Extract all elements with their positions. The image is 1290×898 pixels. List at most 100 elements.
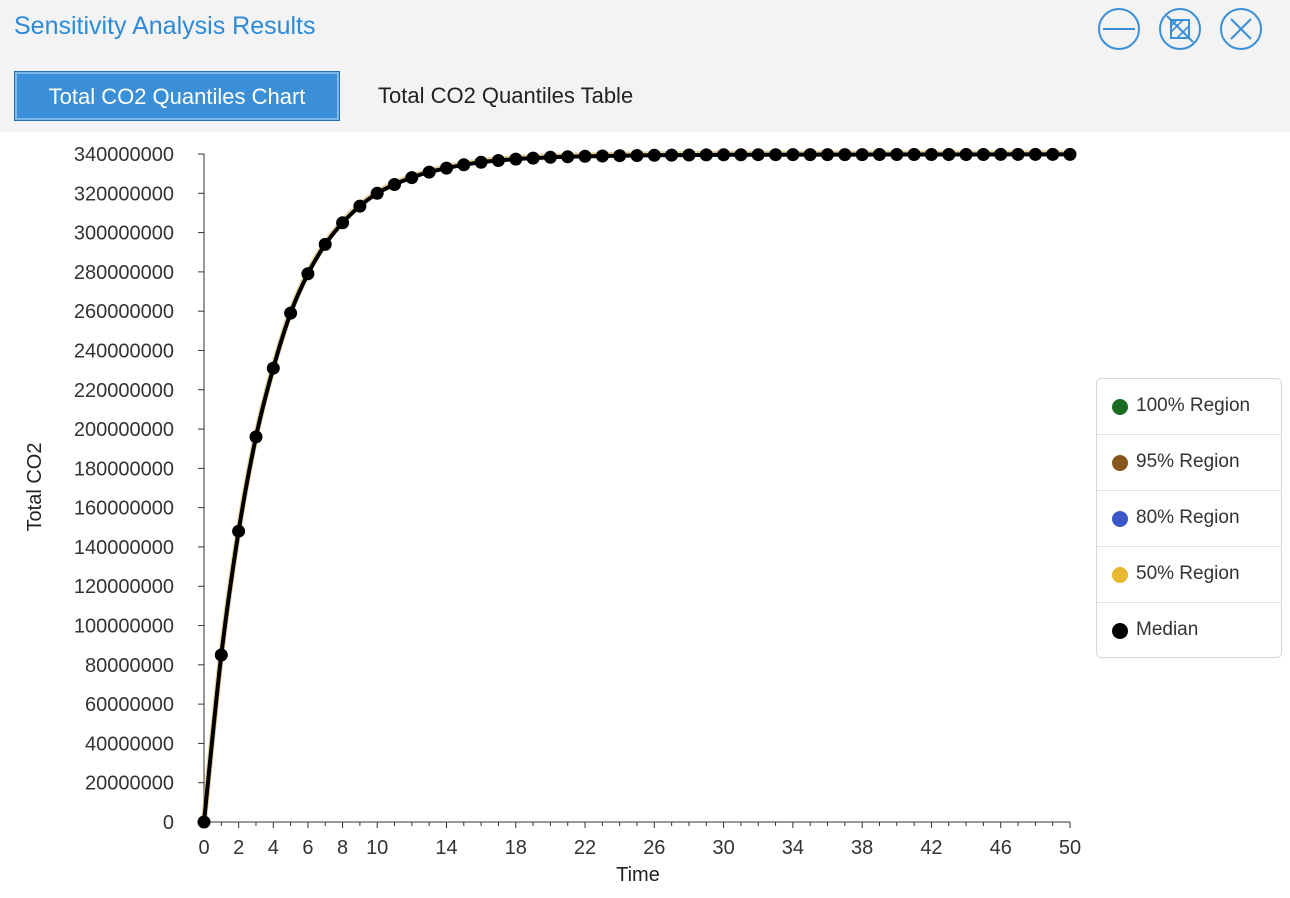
legend-item-80-region[interactable]: 80% Region (1097, 491, 1281, 547)
x-tick-label: 10 (366, 837, 388, 859)
median-point (422, 165, 436, 179)
y-tick-label: 240000000 (74, 340, 174, 362)
legend-label: 80% Region (1136, 507, 1240, 528)
median-point (388, 178, 401, 191)
median-point (994, 147, 1008, 161)
co2-quantiles-chart: 0 20000000 40000000 60000000 80000000 1000000… (24, 144, 1081, 886)
median-point (336, 216, 350, 230)
median-point (509, 152, 523, 166)
y-tick-label: 280000000 (74, 262, 174, 284)
median-point (301, 267, 315, 281)
y-tick-label: 100000000 (74, 616, 174, 638)
median-point (284, 306, 298, 320)
legend-item-100-region[interactable]: 100% Region (1097, 379, 1281, 435)
median-point (751, 148, 765, 162)
median-point (682, 148, 696, 162)
y-tick-label: 300000000 (74, 223, 174, 245)
x-tick-label: 18 (505, 837, 527, 859)
legend-label: 100% Region (1136, 395, 1251, 416)
x-tick-label: 2 (233, 837, 244, 859)
median-point (855, 148, 869, 162)
median-point (803, 148, 817, 162)
median-point (769, 148, 783, 162)
median-point (942, 148, 956, 161)
median-point (491, 154, 505, 167)
median-point (1046, 147, 1060, 161)
y-tick-label: 340000000 (74, 144, 174, 166)
close-button[interactable] (1219, 7, 1263, 51)
x-tick-label: 26 (643, 837, 665, 859)
restore-button[interactable] (1158, 7, 1202, 51)
y-tick-label: 220000000 (74, 380, 174, 402)
tab-quantiles-table[interactable]: Total CO2 Quantiles Table (378, 83, 634, 108)
median-point (630, 149, 644, 162)
median-point (440, 161, 453, 175)
median-point (595, 149, 609, 163)
x-tick-label: 6 (302, 837, 313, 859)
x-tick-label: 30 (712, 837, 734, 859)
y-tick-label: 40000000 (85, 733, 174, 755)
median-point (370, 186, 384, 200)
legend-item-95-region[interactable]: 95% Region (1097, 435, 1281, 491)
y-tick-label: 180000000 (74, 458, 174, 480)
quantile-band-edge (201, 150, 1070, 822)
chart-legend: 100% Region 95% Region 80% Region 50% Re… (1096, 378, 1282, 658)
median-point (214, 648, 228, 662)
y-tick-label: 200000000 (74, 419, 174, 441)
legend-dot (1112, 511, 1128, 527)
median-point (734, 148, 748, 162)
y-tick-label: 260000000 (74, 301, 174, 323)
median-point (613, 149, 627, 163)
median-point (924, 148, 938, 161)
y-tick-label: 20000000 (85, 773, 174, 795)
x-tick-label: 14 (435, 837, 457, 859)
median-point (353, 199, 367, 213)
legend-item-median[interactable]: Median (1097, 603, 1281, 659)
x-tick-label: 0 (198, 837, 209, 859)
series-area (197, 147, 1077, 829)
median-point (647, 148, 661, 162)
y-tick-label: 140000000 (74, 537, 174, 559)
median-point (318, 237, 332, 251)
legend-label: 95% Region (1136, 451, 1240, 472)
y-axis-title: Total CO2 (24, 443, 46, 532)
y-tick-label: 160000000 (74, 498, 174, 520)
tab-quantiles-chart[interactable]: Total CO2 Quantiles Chart (14, 71, 340, 121)
close-icon (1220, 8, 1262, 50)
median-line (202, 152, 1070, 823)
legend-dot (1112, 623, 1128, 639)
x-tick-label: 34 (782, 837, 804, 859)
legend-item-50-region[interactable]: 50% Region (1097, 547, 1281, 603)
panel-header: Sensitivity Analysis Results Total CO2 Q… (0, 0, 1290, 132)
minimize-button[interactable] (1097, 7, 1141, 51)
y-tick-label: 120000000 (74, 576, 174, 598)
legend-label: Median (1136, 619, 1199, 640)
median-point (526, 151, 540, 165)
median-point (578, 149, 592, 163)
y-tick-label: 320000000 (74, 183, 174, 205)
legend-label: 50% Region (1136, 563, 1240, 584)
median-point (457, 158, 471, 172)
median-point (907, 148, 921, 161)
median-point (665, 148, 679, 162)
median-point (197, 815, 211, 829)
x-axis: 0 2 4 6 8 10 14 18 22 26 30 34 38 42 46 50 (198, 821, 1081, 859)
y-axis: 0 20000000 40000000 60000000 80000000 1000000… (74, 144, 205, 834)
y-tick-label: 60000000 (85, 694, 174, 716)
restore-icon (1159, 8, 1201, 50)
minimize-icon (1098, 8, 1140, 50)
median-point (232, 524, 246, 538)
x-tick-label: 22 (574, 837, 596, 859)
median-point (976, 148, 990, 161)
x-tick-label: 50 (1059, 837, 1081, 859)
x-axis-title: Time (616, 864, 660, 886)
median-point (873, 148, 886, 161)
x-tick-label: 42 (920, 837, 942, 859)
x-tick-label: 46 (990, 837, 1012, 859)
x-tick-label: 8 (337, 837, 348, 859)
x-tick-label: 4 (268, 837, 279, 859)
median-point (890, 148, 904, 161)
median-point (821, 148, 834, 162)
y-tick-label: 80000000 (85, 655, 174, 677)
median-point (561, 150, 575, 164)
